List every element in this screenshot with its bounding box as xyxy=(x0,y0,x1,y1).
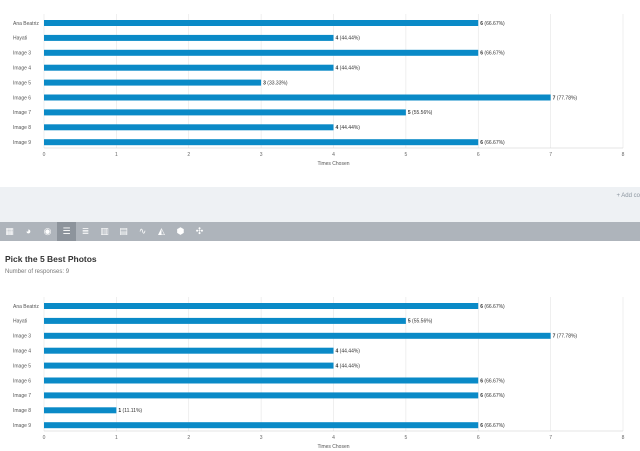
data-label: 6 (66.67%) xyxy=(480,378,505,384)
data-label: 4 (44.44%) xyxy=(336,363,361,369)
data-label: 4 (44.44%) xyxy=(336,66,361,72)
donut-chart-icon[interactable]: ◉ xyxy=(43,226,52,236)
data-label: 6 (66.67%) xyxy=(480,423,505,429)
bar xyxy=(44,317,406,324)
category-label: Image 4 xyxy=(13,66,31,72)
bar xyxy=(44,64,334,71)
vertical-bar-icon[interactable]: ▥ xyxy=(100,226,109,236)
data-label: 6 (66.67%) xyxy=(480,51,505,57)
data-label: 7 (77.78%) xyxy=(553,95,578,101)
data-label: 5 (55.56%) xyxy=(408,110,433,116)
x-tick-label: 3 xyxy=(260,152,263,158)
bar xyxy=(44,49,479,56)
category-label: Image 7 xyxy=(13,110,31,116)
x-axis-title: Times Chosen xyxy=(317,444,349,450)
bar xyxy=(44,79,262,86)
category-label: Ana Beatriz xyxy=(13,304,39,310)
x-tick-label: 8 xyxy=(622,435,625,441)
add-comment-link[interactable]: + Add co xyxy=(616,193,640,199)
line-chart-icon[interactable]: ∿ xyxy=(138,226,147,236)
bar xyxy=(44,422,479,429)
x-tick-label: 3 xyxy=(260,435,263,441)
x-tick-label: 5 xyxy=(404,152,407,158)
category-label: Image 9 xyxy=(13,423,31,429)
bar xyxy=(44,392,479,399)
data-label: 6 (66.67%) xyxy=(480,304,505,310)
table-icon[interactable]: ▦ xyxy=(5,226,14,236)
stacked-vertical-bar-icon[interactable]: ▤ xyxy=(119,226,128,236)
bar xyxy=(44,407,117,414)
x-tick-label: 4 xyxy=(332,435,335,441)
x-tick-label: 2 xyxy=(187,152,190,158)
x-tick-label: 1 xyxy=(115,152,118,158)
bar xyxy=(44,303,479,309)
category-label: Hayati xyxy=(13,319,27,325)
bar xyxy=(44,109,406,116)
data-label: 6 (66.67%) xyxy=(480,21,505,27)
x-tick-label: 7 xyxy=(549,435,552,441)
bar xyxy=(44,34,334,41)
category-label: Image 8 xyxy=(13,125,31,131)
category-label: Image 6 xyxy=(13,95,31,101)
data-label: 4 (44.44%) xyxy=(336,125,361,131)
category-label: Ana Beatriz xyxy=(13,21,39,27)
data-label: 4 (44.44%) xyxy=(336,349,361,355)
category-label: Image 8 xyxy=(13,408,31,414)
data-label: 3 (33.33%) xyxy=(263,80,288,86)
x-axis-title: Times Chosen xyxy=(317,161,349,167)
bar xyxy=(44,362,334,369)
category-label: Image 9 xyxy=(13,140,31,146)
data-label: 6 (66.67%) xyxy=(480,393,505,399)
category-label: Image 5 xyxy=(13,363,31,369)
x-tick-label: 2 xyxy=(187,435,190,441)
category-label: Image 3 xyxy=(13,51,31,57)
category-label: Image 7 xyxy=(13,393,31,399)
horizontal-bar-icon[interactable]: ☰ xyxy=(57,222,76,241)
x-tick-label: 6 xyxy=(477,435,480,441)
bar-chart-top: Ana Beatriz 6 (66.67%) Hayati 4 (44.44%) Ima… xyxy=(13,14,625,167)
data-label: 4 (44.44%) xyxy=(336,36,361,42)
polar-chart-icon[interactable]: ✣ xyxy=(195,226,204,236)
section-divider xyxy=(0,187,640,222)
x-tick-label: 5 xyxy=(404,435,407,441)
x-tick-label: 8 xyxy=(622,152,625,158)
x-tick-label: 0 xyxy=(43,152,46,158)
stacked-horizontal-bar-icon[interactable]: ≣ xyxy=(81,226,90,236)
category-label: Image 5 xyxy=(13,80,31,86)
bar xyxy=(44,332,551,339)
data-label: 6 (66.67%) xyxy=(480,140,505,146)
category-label: Hayati xyxy=(13,36,27,42)
question-title: Pick the 5 Best Photos xyxy=(5,254,97,264)
x-tick-label: 7 xyxy=(549,152,552,158)
bar xyxy=(44,124,334,131)
category-label: Image 6 xyxy=(13,378,31,384)
category-label: Image 3 xyxy=(13,334,31,340)
area-chart-icon[interactable]: ◭ xyxy=(158,226,165,236)
bar xyxy=(44,347,334,354)
chart-type-toolbar: ▦ ◕ ◉ ☰ ≣ ▥ ▤ ∿ ◭ ⬢ ✣ xyxy=(0,222,640,241)
bar xyxy=(44,94,551,101)
data-label: 7 (77.78%) xyxy=(553,334,578,340)
bar xyxy=(44,139,479,146)
response-count: Number of responses: 9 xyxy=(5,269,70,275)
x-tick-label: 0 xyxy=(43,435,46,441)
bar xyxy=(44,377,479,384)
pie-chart-icon[interactable]: ◕ xyxy=(25,226,32,236)
data-label: 5 (55.56%) xyxy=(408,319,433,325)
bar-chart-bottom: Ana Beatriz 6 (66.67%) Hayati 5 (55.56%) Ima… xyxy=(13,297,625,450)
data-label: 1 (11.11%) xyxy=(118,408,142,414)
x-tick-label: 6 xyxy=(477,152,480,158)
x-tick-label: 1 xyxy=(115,435,118,441)
x-tick-label: 4 xyxy=(332,152,335,158)
radar-chart-icon[interactable]: ⬢ xyxy=(176,226,185,236)
bar xyxy=(44,20,479,26)
category-label: Image 4 xyxy=(13,349,31,355)
